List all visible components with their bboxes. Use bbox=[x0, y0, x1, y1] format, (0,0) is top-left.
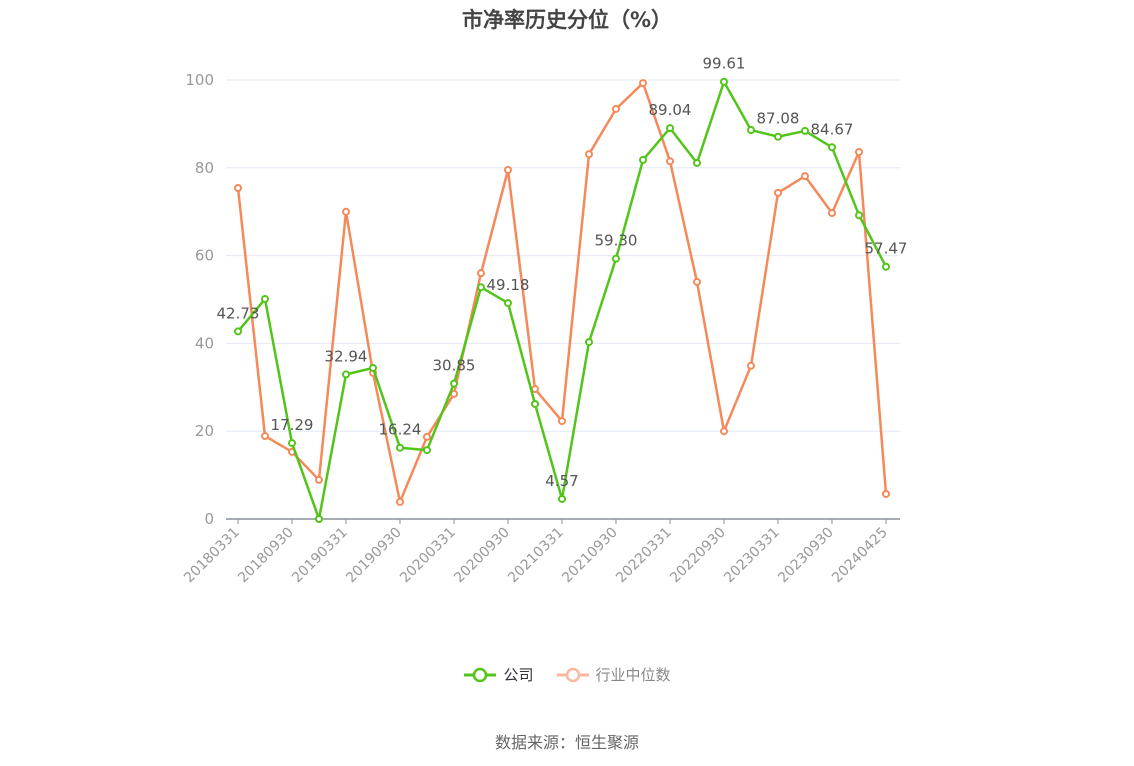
line-chart: 0 20 40 60 80 100 201803312018093020190331201… bbox=[181, 55, 908, 587]
data-source: 数据来源：恒生聚源 bbox=[494, 733, 639, 752]
y-tick-label: 60 bbox=[195, 247, 214, 265]
data-label: 49.18 bbox=[487, 276, 530, 294]
data-label: 84.67 bbox=[811, 120, 854, 138]
y-axis-labels: 0 20 40 60 80 100 bbox=[185, 71, 214, 528]
data-point[interactable] bbox=[774, 188, 782, 197]
y-tick-label: 80 bbox=[195, 159, 214, 177]
x-tick-label: 20190930 bbox=[343, 525, 405, 587]
data-label: 17.29 bbox=[271, 416, 314, 434]
legend-company-label: 公司 bbox=[503, 666, 534, 684]
data-point[interactable] bbox=[882, 262, 890, 271]
data-point[interactable] bbox=[396, 497, 404, 506]
data-point[interactable] bbox=[315, 515, 323, 523]
data-point[interactable] bbox=[477, 269, 485, 278]
data-point[interactable] bbox=[747, 126, 755, 135]
x-tick-label: 20210331 bbox=[505, 525, 567, 587]
data-label: 42.73 bbox=[217, 304, 260, 322]
series-line bbox=[237, 80, 888, 521]
data-point[interactable] bbox=[261, 432, 269, 441]
data-point[interactable] bbox=[531, 385, 539, 394]
legend-industry-label: 行业中位数 bbox=[595, 666, 671, 684]
data-point[interactable] bbox=[774, 132, 782, 141]
data-point[interactable] bbox=[585, 338, 593, 347]
data-label: 59.30 bbox=[595, 232, 638, 250]
data-point[interactable] bbox=[342, 370, 350, 379]
data-label: 89.04 bbox=[649, 101, 692, 119]
data-point[interactable] bbox=[639, 155, 647, 164]
data-point[interactable] bbox=[666, 124, 674, 133]
legend-item-company[interactable]: 公司 bbox=[463, 664, 534, 685]
data-point[interactable] bbox=[558, 417, 566, 426]
x-tick-label: 20180331 bbox=[181, 525, 243, 587]
x-tick-label: 20210930 bbox=[559, 525, 621, 587]
data-point[interactable] bbox=[288, 439, 296, 448]
data-label: 30.85 bbox=[433, 357, 476, 375]
data-point[interactable] bbox=[477, 283, 485, 292]
x-tick-label: 20230331 bbox=[721, 525, 783, 587]
data-point[interactable] bbox=[855, 147, 863, 156]
chart-title: 市净率历史分位（%） bbox=[461, 8, 673, 32]
data-point[interactable] bbox=[423, 446, 431, 455]
y-tick-label: 100 bbox=[185, 71, 214, 89]
x-tick-label: 20220930 bbox=[667, 525, 729, 587]
x-tick-label: 20200930 bbox=[451, 525, 513, 587]
series-line bbox=[236, 81, 888, 504]
data-point[interactable] bbox=[369, 363, 377, 372]
legend-industry-icon bbox=[556, 667, 589, 682]
data-label: 32.94 bbox=[325, 347, 368, 365]
data-label: 99.61 bbox=[703, 55, 746, 73]
data-point[interactable] bbox=[720, 77, 728, 86]
x-tick-label: 20200331 bbox=[397, 525, 459, 587]
data-point[interactable] bbox=[639, 79, 647, 88]
data-point[interactable] bbox=[585, 150, 593, 159]
y-tick-label: 40 bbox=[195, 334, 214, 352]
data-point[interactable] bbox=[855, 211, 863, 220]
data-point[interactable] bbox=[261, 295, 269, 304]
data-point[interactable] bbox=[315, 475, 323, 484]
x-tick-label: 20220331 bbox=[613, 525, 675, 587]
data-point[interactable] bbox=[504, 299, 512, 308]
legend-item-industry[interactable]: 行业中位数 bbox=[556, 664, 671, 685]
legend-company-icon bbox=[464, 667, 497, 682]
data-point[interactable] bbox=[531, 399, 539, 408]
data-point[interactable] bbox=[558, 494, 566, 503]
x-tick-label: 20240425 bbox=[829, 525, 891, 587]
data-point[interactable] bbox=[828, 143, 836, 152]
legend: 公司 行业中位数 bbox=[0, 664, 1134, 685]
data-labels: 42.73 17.29 32.94 16.24 30.85 49.18 4.57 59.30 8… bbox=[217, 55, 908, 490]
data-point[interactable] bbox=[882, 489, 890, 498]
series-company-line[interactable] bbox=[234, 77, 890, 523]
data-point[interactable] bbox=[612, 104, 620, 113]
data-point[interactable] bbox=[801, 126, 809, 135]
x-tick-label: 20230930 bbox=[775, 525, 837, 587]
y-tick-label: 20 bbox=[195, 422, 214, 440]
x-tick-label: 20180930 bbox=[235, 525, 297, 587]
x-tick-label: 20190331 bbox=[289, 525, 351, 587]
data-point[interactable] bbox=[234, 183, 242, 192]
data-point[interactable] bbox=[423, 432, 431, 441]
data-label: 87.08 bbox=[757, 110, 800, 128]
data-point[interactable] bbox=[342, 207, 350, 216]
data-point[interactable] bbox=[612, 254, 620, 263]
data-point[interactable] bbox=[450, 379, 458, 388]
data-point[interactable] bbox=[828, 209, 836, 218]
data-point[interactable] bbox=[693, 277, 701, 286]
y-tick-label: 0 bbox=[204, 510, 214, 528]
grid-lines bbox=[226, 79, 900, 432]
data-point[interactable] bbox=[666, 157, 674, 166]
x-axis: 2018033120180930201903312019093020200331… bbox=[181, 518, 900, 587]
data-point[interactable] bbox=[720, 427, 728, 436]
data-label: 16.24 bbox=[379, 421, 422, 439]
data-point[interactable] bbox=[396, 443, 404, 452]
data-point[interactable] bbox=[693, 158, 701, 167]
data-point[interactable] bbox=[504, 165, 512, 174]
data-point[interactable] bbox=[801, 172, 809, 181]
data-point[interactable] bbox=[747, 361, 755, 370]
data-label: 57.47 bbox=[865, 240, 908, 258]
data-point[interactable] bbox=[234, 327, 242, 336]
data-label: 4.57 bbox=[545, 472, 578, 490]
